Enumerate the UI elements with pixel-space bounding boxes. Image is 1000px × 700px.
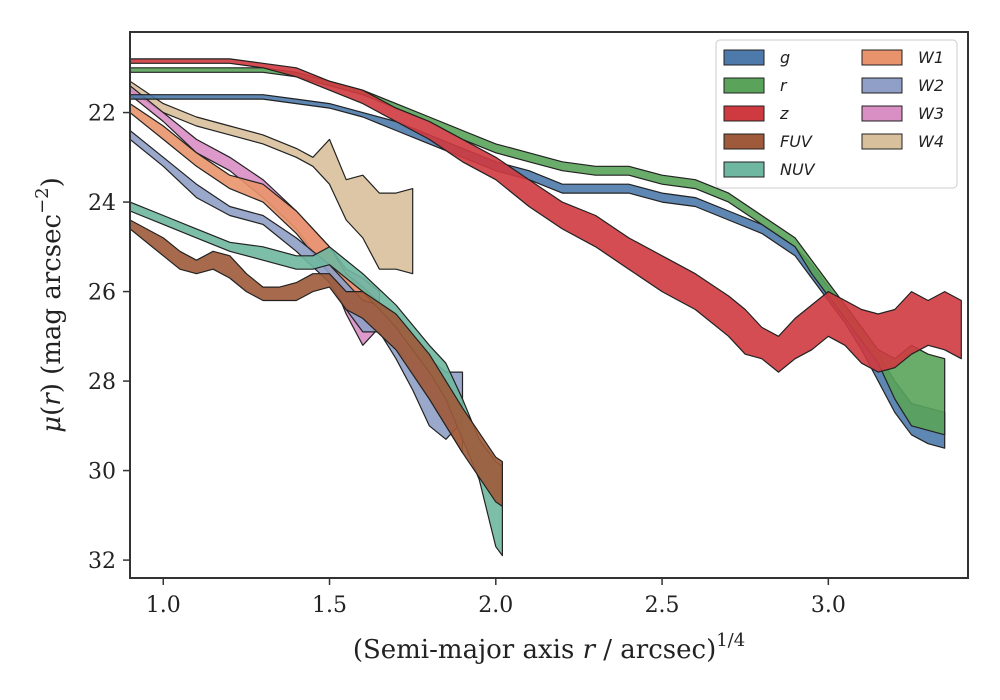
legend-label-nuv: NUV xyxy=(780,160,816,179)
legend-swatch-r xyxy=(723,77,765,94)
y-tick-label: 30 xyxy=(88,460,116,485)
legend-swatch-w4 xyxy=(861,133,903,150)
legend-label-z: z xyxy=(779,104,789,123)
y-tick-label: 32 xyxy=(88,549,116,574)
legend-box xyxy=(715,39,958,189)
y-tick-label: 22 xyxy=(88,102,116,127)
legend-label-w1: W1 xyxy=(918,48,944,67)
y-axis-label: μ(r) (mag arcsec−2) xyxy=(32,177,67,433)
series-band-nuv xyxy=(130,201,503,557)
legend-swatch-fuv xyxy=(723,133,765,150)
legend-label-w3: W3 xyxy=(918,104,944,123)
legend-label-g: g xyxy=(780,48,790,67)
series-band-z xyxy=(130,58,962,373)
legend-label-w4: W4 xyxy=(918,132,944,151)
x-tick-label: 3.0 xyxy=(811,593,846,618)
legend-swatch-w3 xyxy=(861,105,903,122)
legend-label-r: r xyxy=(780,76,788,95)
legend-swatch-w2 xyxy=(861,77,903,94)
series-band-w4 xyxy=(130,80,414,275)
legend-swatch-nuv xyxy=(723,161,765,178)
y-tick-label: 26 xyxy=(88,281,116,306)
x-tick-label: 1.5 xyxy=(312,593,347,618)
x-axis-label: (Semi-major axis r / arcsec)1/4 xyxy=(353,630,745,665)
x-tick-label: 2.0 xyxy=(478,593,513,618)
y-tick-label: 28 xyxy=(88,370,116,395)
y-tick-label: 24 xyxy=(88,191,116,216)
x-tick-label: 1.0 xyxy=(146,593,181,618)
legend-label-w2: W2 xyxy=(918,76,944,95)
legend-swatch-g xyxy=(723,49,765,66)
series-band-fuv xyxy=(130,219,503,507)
legend: grz FUV NUV W1 W2 W3 W4 xyxy=(715,39,958,189)
x-tick-label: 2.5 xyxy=(645,593,680,618)
x-axis: 1.0 1.5 2.0 2.5 3.0 xyxy=(146,578,846,618)
y-axis: 22 24 26 28 30 32 xyxy=(88,102,130,574)
legend-swatch-w1 xyxy=(861,49,903,66)
legend-swatch-z xyxy=(723,105,765,122)
series-layer xyxy=(130,58,962,557)
plot-frame xyxy=(129,31,969,579)
legend-label-fuv: FUV xyxy=(780,132,813,151)
